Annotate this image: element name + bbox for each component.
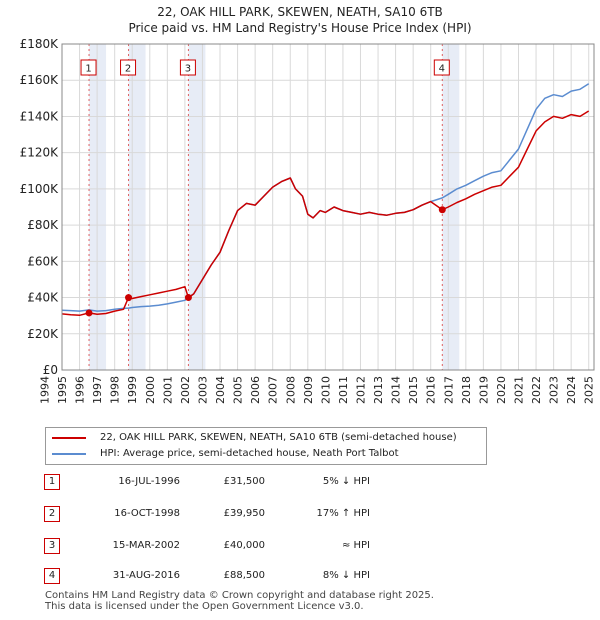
table-row: 1 16-JUL-1996 £31,500 5% ↓ HPI [0,472,600,492]
footer: Contains HM Land Registry data © Crown c… [45,590,434,612]
sale-point [184,294,192,302]
table-row: 4 31-AUG-2016 £88,500 8% ↓ HPI [0,566,600,586]
x-tick-label: 2016 [425,376,438,404]
x-tick-label: 2006 [249,376,262,404]
y-tick-label: £60K [27,254,59,268]
sale-date: 31-AUG-2016 [112,570,180,581]
y-tick-label: £20K [27,327,59,341]
price-chart: £0 £20K £40K £60K £80K £100K £120K £140K £160K £1… [20,37,596,404]
sale-band [128,44,146,370]
sale-hpi-comparison: 17% ↑ HPI [316,508,370,519]
sale-number-label: 3 [185,64,191,75]
legend-swatch-price [52,437,86,439]
y-tick-label: £180K [20,37,60,51]
sale-band [188,44,206,370]
x-tick-label: 1997 [91,376,104,404]
sale-point [438,206,446,214]
y-tick-label: £160K [20,73,60,87]
x-tick-label: 2017 [442,376,455,404]
sale-price: £40,000 [223,540,265,551]
sale-number-badge: 3 [44,538,60,554]
x-tick-label: 2019 [477,376,490,404]
legend: 22, OAK HILL PARK, SKEWEN, NEATH, SA10 6… [45,427,487,465]
sale-date: 16-JUL-1996 [118,476,180,487]
y-tick-label: £140K [20,109,60,123]
sale-number-box [80,59,97,76]
sale-number-box [179,59,196,76]
x-tick-label: 2014 [390,376,403,404]
x-tick-label: 2005 [232,376,245,404]
x-tick-label: 2013 [372,376,385,404]
sale-number-label: 1 [85,64,91,75]
sale-number-badge: 1 [44,474,60,490]
sale-number-label: 2 [125,64,131,75]
sale-price: £88,500 [223,570,265,581]
x-tick-label: 2011 [337,376,350,404]
y-tick-label: £120K [20,146,60,160]
x-tick-label: 2004 [214,376,227,404]
table-row: 3 15-MAR-2002 £40,000 ≈ HPI [0,536,600,556]
sale-number-label: 4 [439,64,445,75]
sale-hpi-comparison: ≈ HPI [341,540,370,551]
table-row: 2 16-OCT-1998 £39,950 17% ↑ HPI [0,504,600,524]
footer-licence: This data is licensed under the Open Gov… [45,601,364,612]
sale-point [125,294,133,302]
sale-price: £31,500 [223,476,265,487]
x-tick-label: 1999 [126,376,139,404]
x-tick-label: 2009 [302,376,315,404]
chart-subtitle: Price paid vs. HM Land Registry's House … [128,21,472,35]
legend-label-price: 22, OAK HILL PARK, SKEWEN, NEATH, SA10 6… [100,432,457,443]
chart-title-block: 22, OAK HILL PARK, SKEWEN, NEATH, SA10 6… [0,4,600,36]
sale-date: 16-OCT-1998 [114,508,180,519]
x-tick-label: 2003 [196,376,209,404]
sale-number-badge: 2 [44,506,60,522]
x-tick-label: 2000 [144,376,157,404]
price-paid-line [61,110,590,317]
sale-point [85,309,93,317]
sale-number-badge: 4 [44,568,60,584]
sale-price: £39,950 [223,508,265,519]
x-tick-label: 2022 [530,376,543,404]
x-tick-label: 1996 [74,376,87,404]
x-tick-label: 1995 [56,376,69,404]
sale-hpi-comparison: 8% ↓ HPI [322,570,370,581]
legend-swatch-hpi [52,453,86,455]
x-tick-label: 2025 [583,376,596,404]
x-tick-label: 2007 [267,376,280,404]
sale-number-box [120,59,137,76]
y-tick-label: £80K [27,218,59,232]
x-tick-label: 2024 [565,376,578,404]
x-tick-label: 2012 [354,376,367,404]
sale-number-box [433,59,450,76]
plot-area [62,44,594,370]
x-tick-label: 1998 [109,376,122,404]
x-tick-label: 2023 [548,376,561,404]
plot-border [61,43,595,371]
legend-label-hpi: HPI: Average price, semi-detached house,… [100,448,399,459]
sale-hpi-comparison: 5% ↓ HPI [322,476,370,487]
x-tick-label: 2001 [161,376,174,404]
sale-date: 15-MAR-2002 [112,540,180,551]
x-tick-label: 2008 [284,376,297,404]
x-tick-label: 1994 [38,376,51,404]
y-tick-label: £0 [43,363,58,377]
x-tick-label: 2002 [179,376,192,404]
x-tick-label: 2021 [513,376,526,404]
x-tick-label: 2010 [319,376,332,404]
x-tick-label: 2018 [460,376,473,404]
y-tick-label: £40K [27,291,59,305]
x-tick-label: 2020 [495,376,508,404]
footer-copyright: Contains HM Land Registry data © Crown c… [45,590,434,601]
chart-title: 22, OAK HILL PARK, SKEWEN, NEATH, SA10 6… [157,5,443,19]
sale-band [442,44,460,370]
x-tick-label: 2015 [407,376,420,404]
y-tick-label: £100K [20,182,60,196]
